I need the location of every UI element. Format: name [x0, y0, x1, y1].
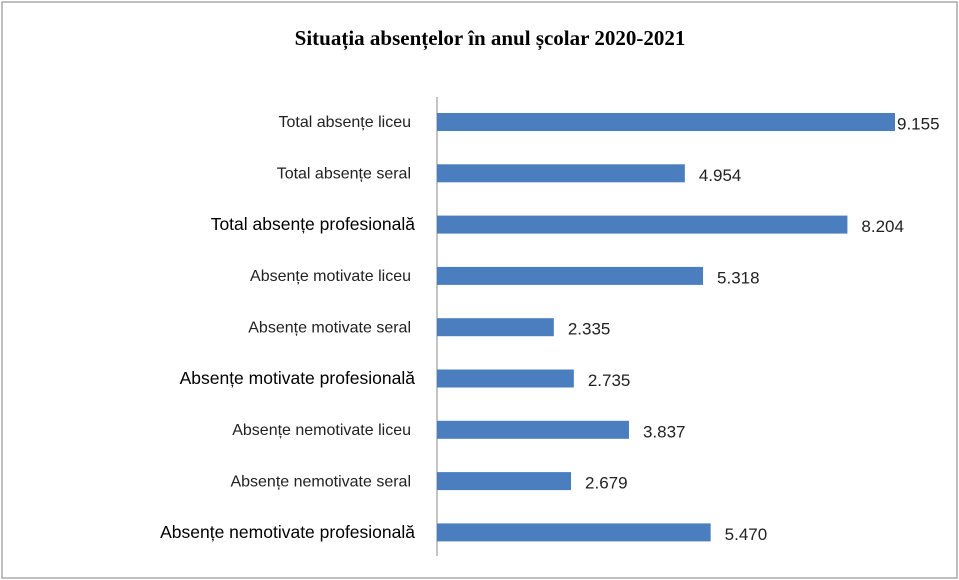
chart-title: Situația absențelor în anul școlar 2020-…: [295, 26, 686, 51]
category-label: Total absențe seral: [277, 166, 411, 183]
category-label: Absențe nemotivate profesională: [160, 522, 415, 542]
value-label: 5.318: [717, 268, 760, 287]
category-label: Absențe nemotivate liceu: [232, 422, 411, 439]
category-label: Absențe nemotivate seral: [230, 473, 411, 490]
value-label: 2.335: [568, 320, 611, 339]
category-label: Absențe motivate seral: [248, 319, 411, 336]
bar: [437, 266, 704, 285]
value-label: 2.735: [588, 371, 631, 390]
value-label: 9.155: [897, 114, 940, 133]
bar: [437, 420, 629, 439]
value-label: 2.679: [585, 474, 628, 493]
category-label: Total absențe liceu: [278, 114, 411, 131]
bar: [437, 164, 685, 183]
category-label: Absențe motivate profesională: [180, 368, 416, 388]
bar: [437, 523, 711, 542]
category-label: Total absențe profesională: [211, 214, 416, 234]
bar: [437, 215, 848, 234]
bar: [437, 318, 554, 337]
category-label: Absențe motivate liceu: [250, 268, 411, 285]
value-label: 3.837: [643, 422, 686, 441]
bar: [437, 472, 572, 491]
bar: [437, 113, 895, 131]
value-label: 8.204: [861, 217, 904, 236]
bar: [437, 369, 574, 388]
value-label: 4.954: [699, 166, 742, 185]
value-label: 5.470: [725, 525, 768, 544]
